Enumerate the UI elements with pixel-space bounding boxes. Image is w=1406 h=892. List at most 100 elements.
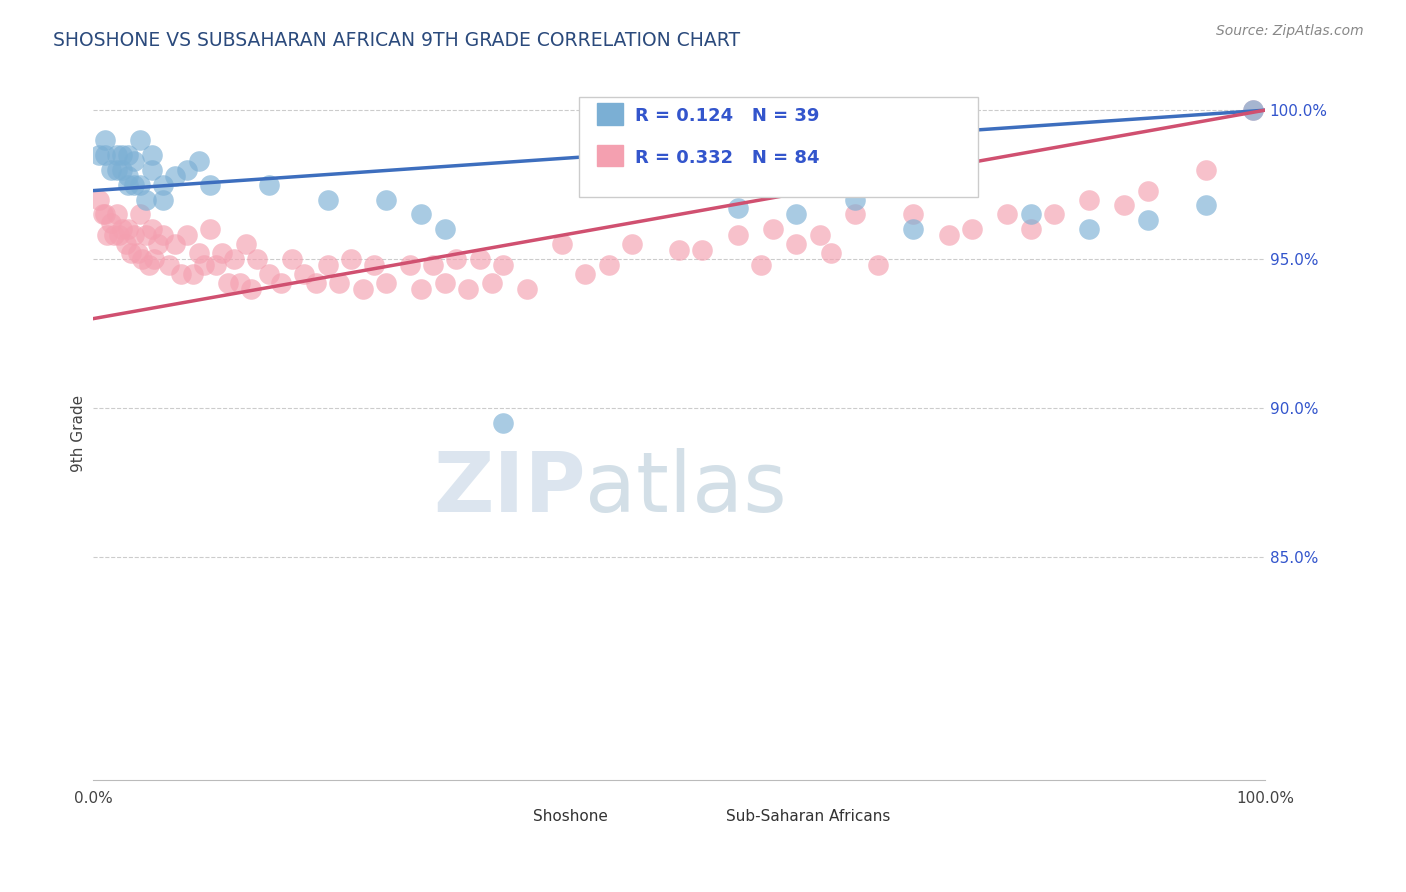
Point (411, 282, 433, 296)
Point (138, 258, 160, 272)
Point (785, 237, 807, 252)
Text: ZIP: ZIP (433, 449, 585, 529)
Point (111, 148, 134, 162)
Point (316, 193, 339, 207)
Point (117, 169, 139, 183)
Point (141, 222, 163, 236)
Point (481, 276, 503, 290)
Point (187, 153, 209, 168)
Point (270, 276, 292, 290)
Point (87, 148, 110, 162)
Point (292, 267, 315, 281)
Point (143, 252, 166, 266)
Point (457, 282, 479, 296)
Point (692, 243, 714, 257)
Circle shape (690, 809, 714, 823)
Point (152, 228, 174, 243)
Point (117, 222, 139, 236)
Point (1195, 198, 1218, 212)
Point (108, 228, 131, 243)
Point (187, 246, 209, 260)
Point (170, 267, 193, 281)
Point (222, 252, 245, 266)
Point (960, 222, 983, 236)
Point (621, 237, 644, 252)
Point (165, 237, 187, 252)
Point (211, 246, 233, 260)
Point (363, 258, 385, 272)
Point (820, 246, 842, 260)
Point (217, 276, 239, 290)
Point (1195, 162, 1218, 177)
Point (844, 193, 866, 207)
Point (995, 207, 1018, 221)
Point (117, 178, 139, 192)
Point (115, 237, 138, 252)
Point (120, 246, 142, 260)
Point (141, 162, 163, 177)
Point (87, 193, 110, 207)
Point (328, 276, 350, 290)
Point (122, 153, 145, 168)
Point (96, 228, 118, 243)
Point (131, 252, 153, 266)
Point (305, 276, 328, 290)
Point (1078, 222, 1101, 236)
Point (103, 228, 125, 243)
Text: Source: ZipAtlas.com: Source: ZipAtlas.com (1216, 24, 1364, 38)
Point (152, 178, 174, 192)
Point (492, 416, 515, 430)
Point (468, 252, 491, 266)
Text: SHOSHONE VS SUBSAHARAN AFRICAN 9TH GRADE CORRELATION CHART: SHOSHONE VS SUBSAHARAN AFRICAN 9TH GRADE… (53, 31, 741, 50)
Point (727, 202, 749, 216)
Point (551, 237, 574, 252)
Point (316, 258, 339, 272)
Point (398, 258, 420, 272)
Point (375, 276, 398, 290)
Point (94, 133, 117, 147)
Y-axis label: 9th Grade: 9th Grade (72, 395, 86, 472)
Point (152, 193, 174, 207)
Point (433, 222, 456, 236)
Point (122, 178, 145, 192)
Point (200, 222, 222, 236)
Point (240, 282, 263, 296)
Point (127, 246, 149, 260)
Point (446, 252, 468, 266)
Point (246, 252, 269, 266)
Point (100, 162, 122, 177)
Point (257, 178, 280, 192)
Point (844, 207, 866, 221)
Point (375, 193, 398, 207)
Point (1241, 103, 1264, 118)
Point (1136, 184, 1159, 198)
Point (146, 237, 169, 252)
Point (228, 276, 250, 290)
Point (176, 162, 198, 177)
Point (129, 133, 152, 147)
Point (340, 252, 363, 266)
FancyBboxPatch shape (598, 103, 623, 125)
Point (129, 207, 152, 221)
Point (135, 193, 157, 207)
Point (598, 258, 620, 272)
Point (205, 258, 228, 272)
Point (1114, 198, 1136, 212)
Circle shape (498, 809, 520, 823)
Point (105, 148, 128, 162)
Text: atlas: atlas (585, 449, 787, 529)
Point (105, 207, 128, 221)
Point (1241, 103, 1264, 118)
Point (727, 228, 749, 243)
Point (111, 162, 134, 177)
Point (91, 207, 114, 221)
Text: R = 0.124   N = 39: R = 0.124 N = 39 (634, 107, 818, 125)
Text: Shoshone: Shoshone (533, 809, 607, 824)
Point (181, 267, 204, 281)
Point (1019, 222, 1042, 236)
Point (1078, 193, 1101, 207)
Text: Sub-Saharan Africans: Sub-Saharan Africans (725, 809, 890, 824)
Point (411, 207, 433, 221)
Point (492, 258, 515, 272)
Point (117, 148, 139, 162)
